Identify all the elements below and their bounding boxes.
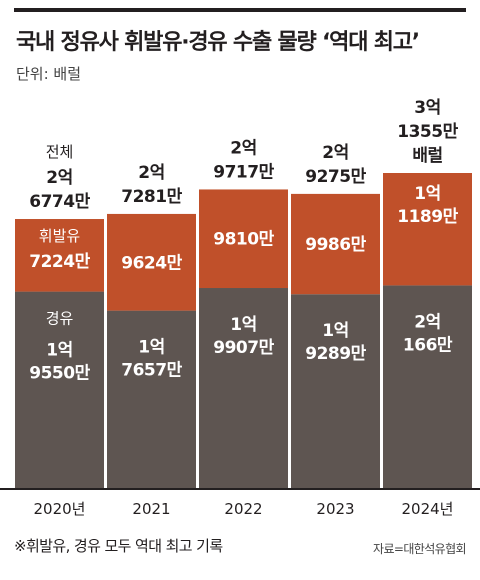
data-label-total: 1355만	[397, 122, 458, 142]
data-label-diesel: 1억	[46, 341, 72, 361]
series-name-gasoline: 휘발유	[39, 227, 81, 245]
bar-gasoline	[107, 213, 196, 311]
series-name-diesel: 경유	[46, 310, 74, 328]
data-label-diesel: 166만	[403, 335, 453, 355]
data-label-gasoline: 7224만	[29, 252, 90, 272]
data-label-total: 2억	[322, 143, 348, 163]
bar-gasoline	[199, 189, 288, 289]
data-label-gasoline: 1189만	[397, 207, 458, 227]
data-label-diesel: 9550만	[29, 364, 90, 384]
chart-title: 국내 정유사 휘발유·경유 수출 물량 ‘역대 최고’	[16, 30, 420, 55]
bar-gasoline	[383, 173, 472, 286]
unit-label: 단위: 배럴	[16, 65, 82, 83]
x-tick-label: 2022	[224, 500, 262, 518]
data-label-total: 3억	[414, 98, 440, 118]
data-label-diesel: 1억	[322, 321, 348, 341]
data-label-total: 7281만	[121, 187, 182, 207]
x-tick-label: 2024년	[402, 500, 454, 518]
series-name-total: 전체	[46, 143, 74, 161]
bar-diesel	[199, 288, 288, 488]
source-note: 자료=대한석유협회	[373, 542, 467, 556]
data-label-total: 2억	[230, 138, 256, 158]
bar-diesel	[107, 310, 196, 488]
data-label-diesel: 9289만	[305, 344, 366, 364]
bar-gasoline	[15, 219, 104, 292]
data-label-gasoline: 9986만	[305, 235, 366, 255]
data-label-diesel: 7657만	[121, 361, 182, 381]
data-label-total: 2억	[46, 168, 72, 188]
data-label-total: 배럴	[412, 146, 442, 166]
data-label-total: 9275만	[305, 167, 366, 187]
bar-diesel	[383, 285, 472, 488]
top-rule	[14, 8, 466, 12]
bar-diesel	[15, 291, 104, 488]
data-label-diesel: 2억	[414, 312, 440, 332]
x-tick-label: 2020년	[34, 500, 86, 518]
bar-diesel	[291, 294, 380, 488]
data-label-total: 2억	[138, 163, 164, 183]
data-label-total: 6774만	[29, 192, 90, 212]
x-tick-label: 2021	[132, 500, 170, 518]
data-label-gasoline: 9624만	[121, 253, 182, 273]
x-axis-baseline	[0, 488, 480, 490]
bar-gasoline	[291, 193, 380, 295]
footnote: ※휘발유, 경유 모두 역대 최고 기록	[14, 537, 223, 555]
data-label-diesel: 9907만	[213, 338, 274, 358]
data-label-gasoline: 1억	[414, 184, 440, 204]
data-label-gasoline: 9810만	[213, 230, 274, 250]
data-label-diesel: 1억	[138, 338, 164, 358]
data-label-diesel: 1억	[230, 315, 256, 335]
x-tick-label: 2023	[316, 500, 354, 518]
data-label-total: 9717만	[213, 162, 274, 182]
